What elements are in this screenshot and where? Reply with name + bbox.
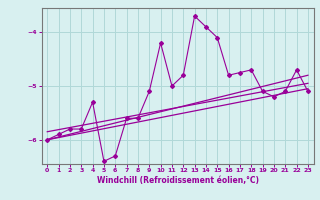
X-axis label: Windchill (Refroidissement éolien,°C): Windchill (Refroidissement éolien,°C): [97, 176, 259, 185]
